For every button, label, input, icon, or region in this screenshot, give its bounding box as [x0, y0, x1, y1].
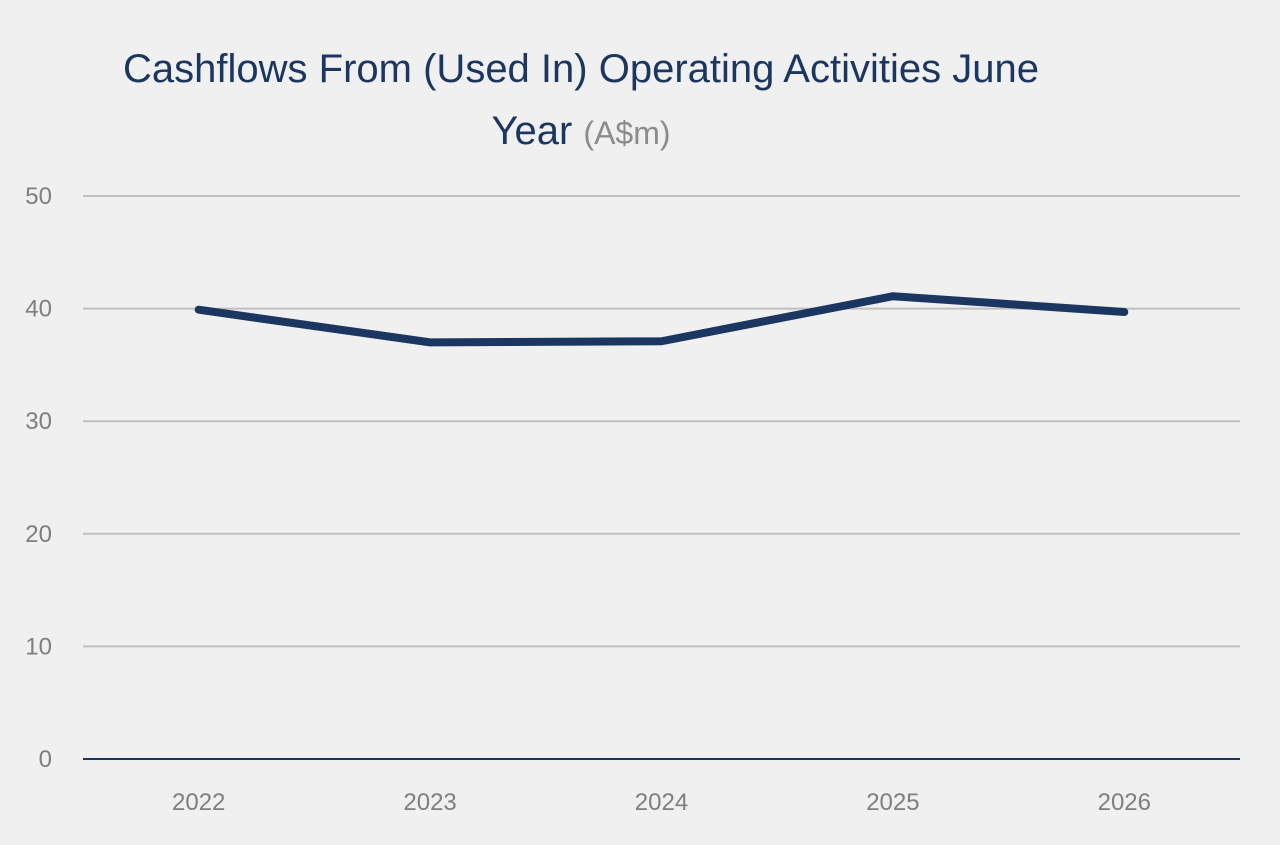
- x-tick-label-2025: 2025: [866, 789, 919, 816]
- series-line-0: [194, 292, 1129, 347]
- x-tick-label-2024: 2024: [635, 789, 688, 816]
- chart-title-year: Year: [491, 109, 573, 153]
- y-axis-ticks: 0 10 20 30 40 50: [25, 183, 52, 773]
- chart-title: Cashflows From (Used In) Operating Activ…: [0, 38, 1162, 164]
- y-tick-label-30: 30: [25, 408, 52, 435]
- y-tick-label-10: 10: [25, 633, 52, 660]
- series-group: [194, 292, 1129, 347]
- chart-unit: (A$m): [583, 115, 671, 151]
- y-tick-label-20: 20: [25, 521, 52, 548]
- chart-title-line-1: Cashflows From (Used In) Operating Activ…: [123, 47, 1039, 91]
- x-tick-label-2026: 2026: [1098, 789, 1151, 816]
- x-axis-ticks: 2022 2023 2024 2025 2026: [172, 789, 1151, 816]
- chart-title-line-2: Year (A$m): [0, 100, 1162, 164]
- x-tick-label-2022: 2022: [172, 789, 225, 816]
- y-tick-label-40: 40: [25, 296, 52, 323]
- y-tick-label-50: 50: [25, 183, 52, 210]
- gridlines: [83, 195, 1240, 648]
- x-tick-label-2023: 2023: [403, 789, 456, 816]
- y-tick-label-0: 0: [39, 746, 52, 773]
